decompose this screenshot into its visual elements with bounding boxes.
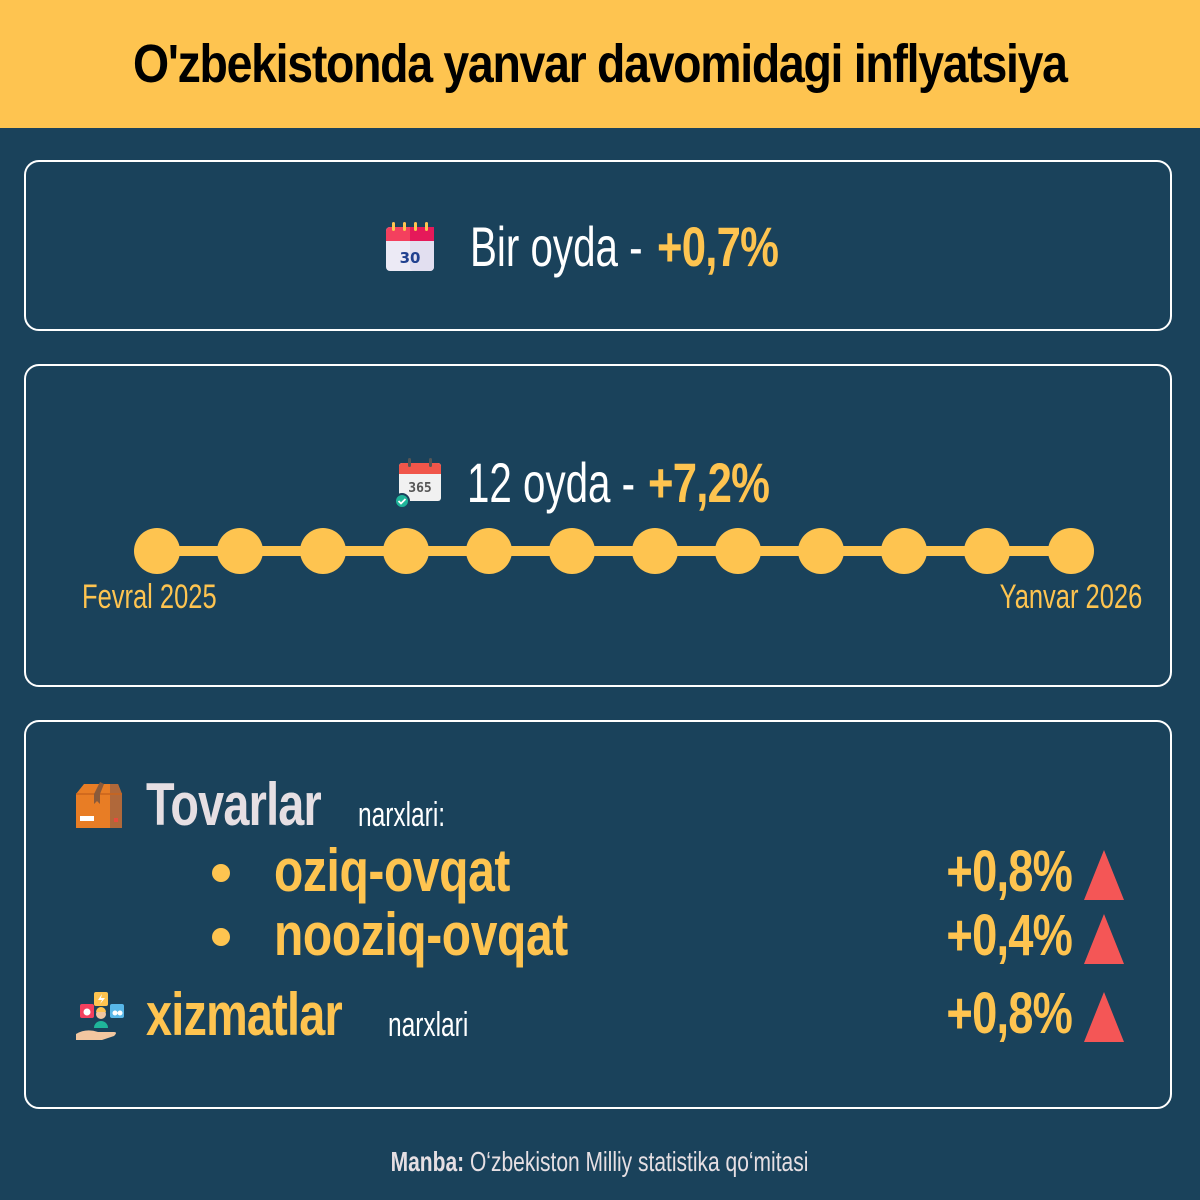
timeline-dot [466, 528, 512, 574]
goods-item-nonfood: nooziq-ovqat +0,4% [26, 901, 1170, 968]
svg-text:30: 30 [399, 249, 420, 267]
timeline-dot [632, 528, 678, 574]
annual-label: 12 oyda - [466, 451, 635, 514]
services-subtitle: narxlari [388, 1006, 469, 1044]
timeline-dot [798, 528, 844, 574]
timeline-dot [383, 528, 429, 574]
calendar-30-icon: 30 [384, 221, 436, 273]
item-value: +0,4% [946, 903, 1072, 968]
source-text: O‘zbekiston Milliy statistika qo‘mitasi [470, 1146, 809, 1177]
trend-up-icon [1084, 914, 1124, 964]
svg-text:365: 365 [408, 481, 431, 496]
box-icon [72, 780, 126, 837]
annual-value: +7,2% [648, 451, 770, 514]
monthly-inflation-card: 30 Bir oyda - +0,7% [24, 160, 1172, 331]
bullet-icon [212, 928, 230, 946]
item-label: nooziq-ovqat [274, 901, 568, 968]
monthly-value: +0,7% [657, 215, 779, 278]
timeline-dot [1048, 528, 1094, 574]
services-value: +0,8% [946, 981, 1072, 1046]
goods-title: Tovarlar [146, 771, 322, 838]
timeline-line [158, 546, 1070, 556]
timeline-start-label: Fevral 2025 [82, 578, 217, 616]
services-row: xizmatlar narxlari +0,8% [26, 981, 1170, 1054]
timeline-dot [134, 528, 180, 574]
goods-subtitle: narxlari: [358, 796, 446, 834]
source-label: Manba: [391, 1146, 465, 1177]
item-label: oziq-ovqat [274, 837, 510, 904]
timeline-end-label: Yanvar 2026 [999, 578, 1142, 616]
bullet-icon [212, 864, 230, 882]
source-note: Manba: O‘zbekiston Milliy statistika qo‘… [0, 1146, 1200, 1178]
month-timeline [134, 526, 1094, 576]
goods-header: Tovarlar narxlari: [26, 771, 1170, 844]
header-banner: O'zbekistonda yanvar davomidagi inflyats… [0, 0, 1200, 128]
timeline-dot [881, 528, 927, 574]
annual-stat: 365 12 oyda - +7,2% [26, 450, 1170, 515]
services-icon [74, 990, 128, 1051]
timeline-dot [217, 528, 263, 574]
categories-card: Tovarlar narxlari: oziq-ovqat +0,8% nooz… [24, 720, 1172, 1109]
calendar-365-icon: 365 [393, 457, 445, 509]
timeline-dot [300, 528, 346, 574]
services-title: xizmatlar [146, 981, 343, 1048]
timeline-dot [715, 528, 761, 574]
timeline-dot [964, 528, 1010, 574]
goods-item-food: oziq-ovqat +0,8% [26, 837, 1170, 904]
page-title: O'zbekistonda yanvar davomidagi inflyats… [133, 34, 1068, 94]
annual-inflation-card: 365 12 oyda - +7,2% Fevral 2025 Yanvar 2… [24, 364, 1172, 687]
trend-up-icon [1084, 992, 1124, 1042]
trend-up-icon [1084, 850, 1124, 900]
timeline-dot [549, 528, 595, 574]
item-value: +0,8% [946, 839, 1072, 904]
monthly-stat: 30 Bir oyda - +0,7% [26, 214, 1170, 279]
monthly-label: Bir oyda - [469, 215, 643, 278]
